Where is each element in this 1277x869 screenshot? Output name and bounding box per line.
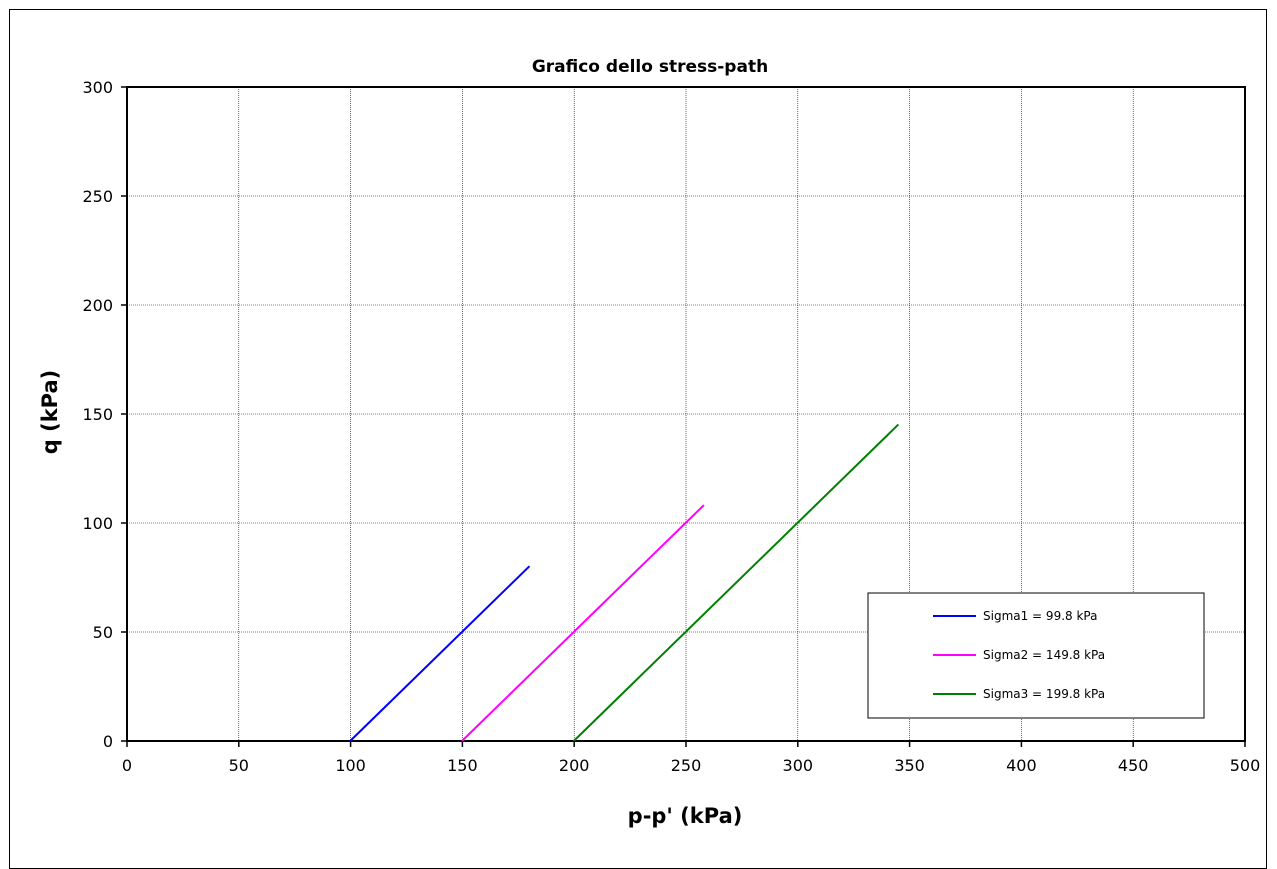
x-tick-label: 400 — [1006, 756, 1037, 775]
x-tick-label: 50 — [229, 756, 249, 775]
y-tick-label: 200 — [82, 296, 113, 315]
x-tick-label: 100 — [335, 756, 366, 775]
x-tick-label: 200 — [559, 756, 590, 775]
y-tick-label: 250 — [82, 187, 113, 206]
chart-title: Grafico dello stress-path — [532, 57, 768, 77]
x-tick-label: 250 — [671, 756, 702, 775]
y-tick-label: 0 — [103, 732, 113, 751]
series-line-3 — [573, 423, 900, 742]
x-tick-label: 0 — [122, 756, 132, 775]
legend-label-1: Sigma1 = 99.8 kPa — [983, 609, 1097, 623]
x-tick-label: 150 — [447, 756, 478, 775]
x-tick-label: 300 — [783, 756, 814, 775]
legend-label-3: Sigma3 = 199.8 kPa — [983, 687, 1105, 701]
legend-label-2: Sigma2 = 149.8 kPa — [983, 648, 1105, 662]
y-axis-ticks: 0 50 100 150 200 250 300 — [82, 78, 127, 751]
chart-frame — [9, 9, 1267, 869]
y-tick-label: 150 — [82, 405, 113, 424]
x-tick-label: 500 — [1230, 756, 1261, 775]
legend: Sigma1 = 99.8 kPa Sigma2 = 149.8 kPa Sigma… — [867, 592, 1205, 719]
x-axis-ticks: 0 50 100 150 200 250 300 350 400 450 500 — [122, 741, 1260, 775]
y-tick-label: 100 — [82, 514, 113, 533]
legend-box — [867, 592, 1205, 719]
y-tick-label: 300 — [82, 78, 113, 97]
series-line-2 — [461, 504, 705, 742]
series-line-1 — [349, 565, 531, 742]
y-tick-label: 50 — [93, 623, 113, 642]
y-axis-title: q (kPa) — [38, 370, 62, 455]
series-lines — [349, 423, 900, 742]
x-tick-label: 450 — [1118, 756, 1149, 775]
x-axis-title: p-p' (kPa) — [628, 804, 743, 828]
x-tick-label: 350 — [894, 756, 925, 775]
